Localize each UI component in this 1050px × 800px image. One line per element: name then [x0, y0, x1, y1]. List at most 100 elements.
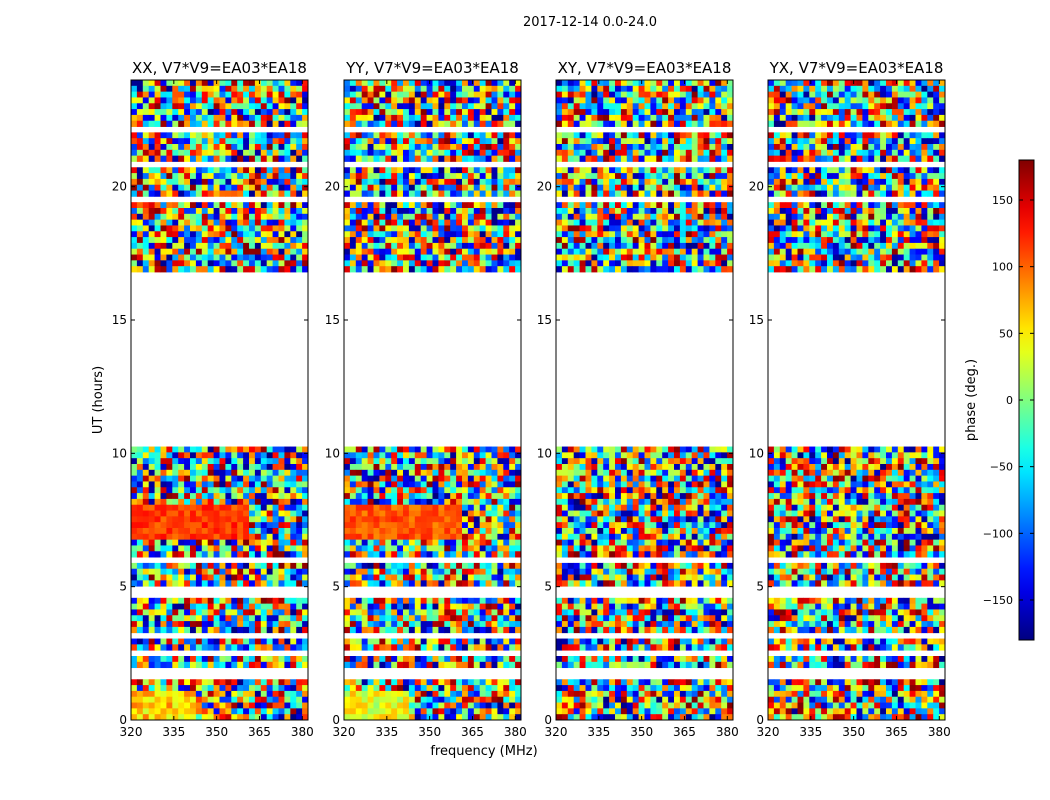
- heatmap-cell: [485, 621, 492, 628]
- heatmap-cell: [166, 97, 173, 104]
- heatmap-cell: [349, 603, 357, 610]
- heatmap-cell: [444, 597, 451, 605]
- heatmap-cell: [662, 190, 669, 197]
- heatmap-cell: [201, 533, 209, 541]
- heatmap-cell: [491, 644, 498, 651]
- heatmap-cell: [142, 248, 150, 255]
- heatmap-cell: [479, 696, 486, 703]
- heatmap-cell: [485, 574, 492, 581]
- heatmap-cell: [632, 85, 639, 93]
- heatmap-cell: [219, 545, 226, 552]
- heatmap-cell: [509, 219, 516, 226]
- heatmap-cell: [385, 528, 392, 535]
- heatmap-cell: [136, 597, 144, 605]
- heatmap-cell: [503, 190, 510, 197]
- heatmap-cell: [290, 173, 297, 180]
- heatmap-cell: [426, 661, 433, 669]
- heatmap-cell: [432, 487, 439, 494]
- heatmap-cell: [715, 184, 722, 191]
- heatmap-cell: [491, 696, 498, 703]
- heatmap-cell: [201, 248, 209, 255]
- heatmap-cell: [379, 458, 386, 465]
- heatmap-cell: [721, 208, 728, 215]
- heatmap-cell: [462, 708, 469, 715]
- heatmap-cell: [408, 708, 416, 715]
- heatmap-cell: [408, 458, 416, 465]
- heatmap-cell: [503, 120, 510, 127]
- heatmap-cell: [284, 149, 291, 157]
- heatmap-cell: [426, 178, 433, 186]
- heatmap-cell: [184, 487, 191, 494]
- heatmap-cell: [284, 173, 291, 180]
- heatmap-cell: [278, 109, 285, 116]
- heatmap-cell: [213, 528, 220, 535]
- heatmap-cell: [438, 219, 445, 226]
- heatmap-cell: [284, 685, 291, 692]
- heatmap-cell: [272, 458, 279, 465]
- heatmap-cell: [626, 144, 634, 151]
- heatmap-cell: [131, 446, 138, 453]
- heatmap-cell: [567, 173, 575, 180]
- heatmap-cell: [355, 167, 363, 174]
- heatmap-cell: [201, 498, 209, 506]
- heatmap-cell: [367, 603, 374, 610]
- heatmap-cell: [462, 91, 469, 98]
- heatmap-cell: [668, 178, 675, 186]
- heatmap-cell: [172, 109, 179, 116]
- heatmap-cell: [420, 138, 427, 145]
- heatmap-cell: [408, 91, 416, 98]
- heatmap-cell: [426, 202, 433, 209]
- heatmap-cell: [391, 178, 398, 186]
- heatmap-cell: [462, 219, 469, 226]
- heatmap-cell: [467, 481, 475, 488]
- heatmap-cell: [131, 475, 138, 482]
- heatmap-cell: [515, 452, 522, 459]
- heatmap-cell: [479, 545, 486, 552]
- heatmap-cell: [266, 481, 273, 488]
- heatmap-cell: [397, 97, 404, 104]
- heatmap-cell: [509, 685, 516, 692]
- heatmap-cell: [355, 690, 363, 698]
- heatmap-cell: [556, 149, 563, 157]
- heatmap-cell: [515, 132, 522, 139]
- heatmap-cell: [603, 178, 610, 186]
- heatmap-cell: [408, 498, 416, 506]
- heatmap-cell: [615, 231, 622, 238]
- heatmap-cell: [284, 458, 291, 465]
- heatmap-cell: [249, 452, 256, 459]
- heatmap-cell: [479, 487, 486, 494]
- heatmap-cell: [290, 475, 297, 482]
- heatmap-cell: [467, 464, 475, 471]
- heatmap-cell: [131, 714, 138, 721]
- heatmap-cell: [685, 109, 693, 116]
- heatmap-cell: [721, 114, 728, 122]
- heatmap-cell: [219, 178, 226, 186]
- heatmap-cell: [638, 155, 645, 162]
- heatmap-cell: [243, 103, 250, 110]
- heatmap-cell: [213, 464, 220, 471]
- heatmap-cell: [219, 237, 226, 244]
- heatmap-cell: [355, 638, 363, 645]
- heatmap-cell: [573, 184, 580, 191]
- heatmap-cell: [579, 219, 586, 226]
- heatmap-cell: [709, 225, 716, 232]
- heatmap-cell: [142, 621, 150, 628]
- heatmap-cell: [727, 97, 734, 104]
- heatmap-cell: [379, 516, 386, 523]
- heatmap-cell: [438, 551, 445, 558]
- heatmap-cell: [148, 528, 155, 535]
- heatmap-cell: [503, 562, 510, 570]
- heatmap-cell: [615, 132, 622, 139]
- heatmap-cell: [609, 225, 616, 232]
- heatmap-cell: [456, 580, 463, 587]
- heatmap-cell: [456, 533, 463, 541]
- heatmap-cell: [561, 237, 569, 244]
- heatmap-cell: [266, 545, 273, 552]
- heatmap-cell: [136, 242, 144, 250]
- heatmap-cell: [450, 475, 457, 482]
- heatmap-cell: [373, 690, 380, 698]
- heatmap-cell: [561, 138, 569, 145]
- heatmap-cell: [373, 231, 380, 238]
- heatmap-cell: [290, 685, 297, 692]
- heatmap-cell: [373, 638, 380, 645]
